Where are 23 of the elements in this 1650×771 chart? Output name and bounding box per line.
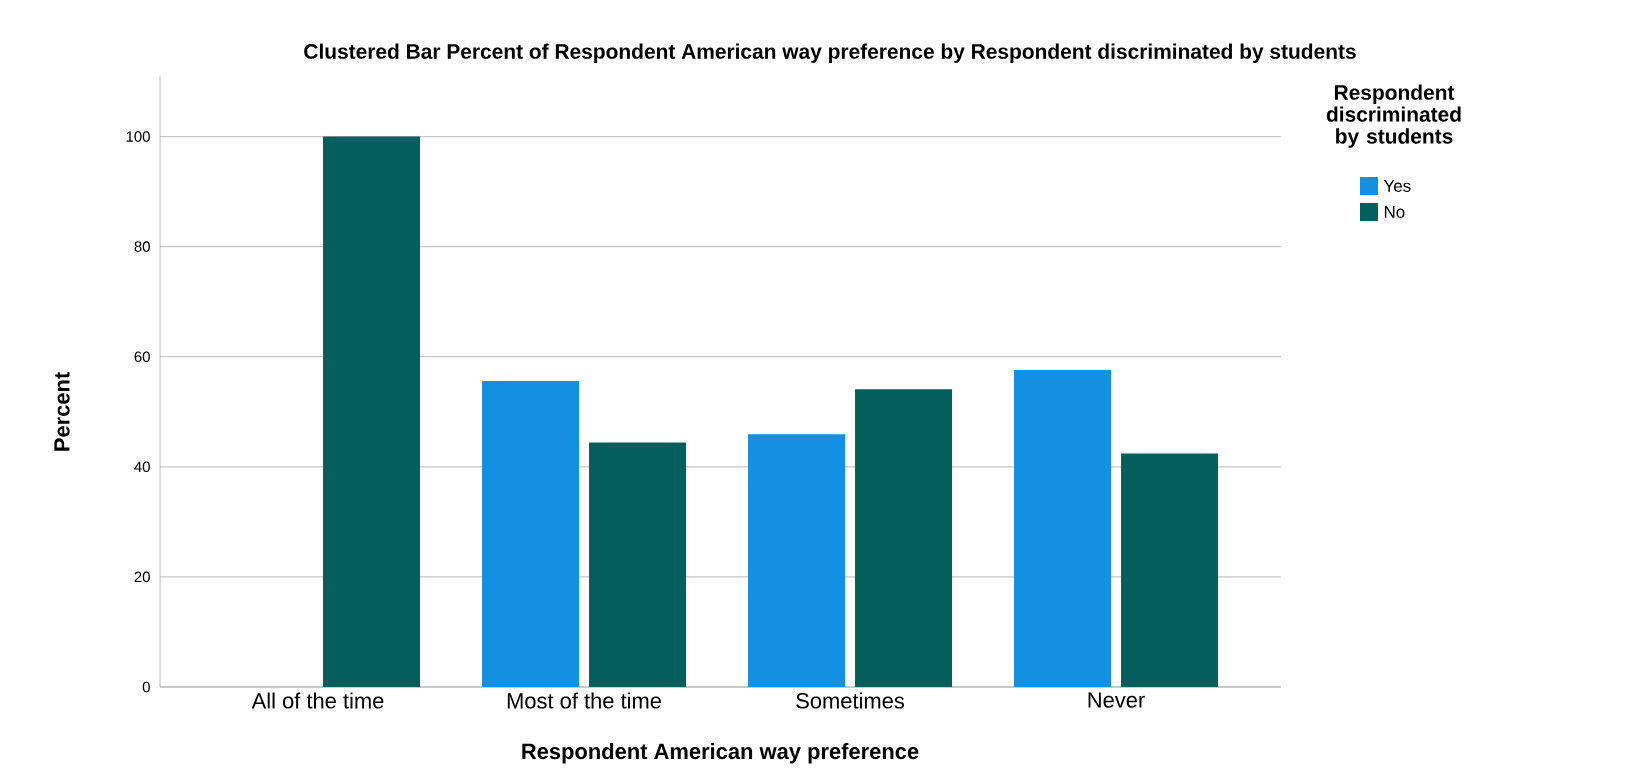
y-tick-label: 0 bbox=[142, 681, 150, 693]
y-axis-title: Percent bbox=[54, 372, 70, 451]
bar bbox=[323, 136, 421, 687]
bar bbox=[1014, 369, 1112, 687]
legend-title: Respondent discriminated by students bbox=[1326, 84, 1461, 148]
x-tick-label: Most of the time bbox=[507, 692, 661, 709]
y-tick-label: 40 bbox=[134, 461, 150, 473]
y-tick-label: 20 bbox=[134, 571, 150, 583]
legend-label: Yes bbox=[1383, 180, 1411, 192]
bar bbox=[1121, 453, 1219, 687]
bar bbox=[748, 434, 846, 687]
chart-title: Clustered Bar Percent of Respondent American way preference by Respondent discriminated by students bbox=[304, 43, 1356, 64]
x-tick-label: Sometimes bbox=[796, 692, 905, 709]
y-tick-label: 60 bbox=[134, 351, 150, 362]
y-tick-label: 80 bbox=[134, 241, 150, 252]
legend-label: No bbox=[1384, 206, 1405, 218]
bar bbox=[589, 442, 687, 687]
bar bbox=[482, 380, 580, 687]
x-tick-label: Never bbox=[1088, 692, 1145, 708]
x-axis-title: Respondent American way preference bbox=[522, 743, 919, 764]
y-tick-label: 100 bbox=[126, 131, 150, 142]
x-tick-label: All of the time bbox=[251, 692, 384, 709]
bar bbox=[855, 389, 953, 687]
